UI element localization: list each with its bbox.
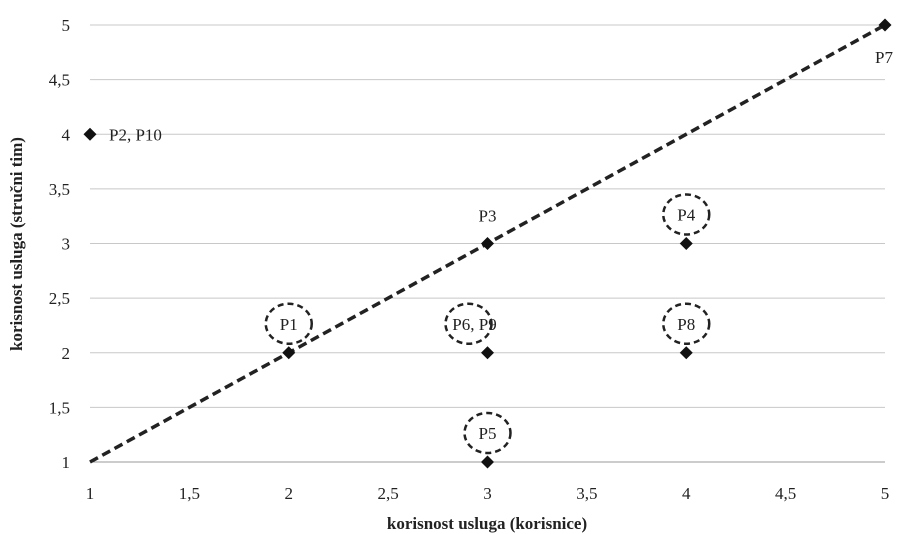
y-tick-label: 3 — [62, 235, 71, 254]
data-point-label: P6, P9 — [452, 315, 496, 334]
x-tick-label: 2,5 — [378, 484, 399, 503]
highlight-circle — [444, 302, 493, 345]
data-point-label: P2, P10 — [109, 125, 162, 144]
data-point-marker — [481, 237, 494, 250]
data-point-marker — [679, 237, 693, 250]
y-tick-label: 4,5 — [49, 71, 70, 90]
x-tick-label: 4,5 — [775, 484, 796, 503]
data-point-marker — [679, 346, 693, 360]
y-tick-label: 4 — [62, 125, 71, 144]
x-tick-label: 5 — [881, 484, 890, 503]
data-point-marker — [282, 346, 296, 360]
y-tick-label: 2,5 — [49, 289, 70, 308]
data-point-marker — [481, 455, 494, 469]
data-point-marker — [878, 18, 892, 32]
x-axis-title: korisnost usluga (korisnice) — [387, 514, 587, 533]
x-tick-label: 1 — [86, 484, 95, 503]
data-points: P1 P2, P10 P3 P4 P5 P6, P9 P7 P8 — [83, 18, 893, 469]
highlight-circle — [662, 302, 711, 345]
y-tick-label: 1 — [62, 453, 71, 472]
x-tick-label: 2 — [285, 484, 294, 503]
data-point-label: P1 — [280, 315, 298, 334]
data-point-label: P8 — [677, 315, 695, 334]
data-point-label: P4 — [677, 206, 695, 225]
x-tick-label: 4 — [682, 484, 691, 503]
gridlines — [90, 24, 885, 408]
y-tick-label: 3,5 — [49, 180, 70, 199]
highlight-circle — [662, 193, 711, 236]
y-axis-title: korisnost usluga (stručni tim) — [7, 137, 26, 351]
data-point-label: P7 — [875, 48, 893, 67]
x-tick-label: 3,5 — [576, 484, 597, 503]
data-point-label: P5 — [479, 424, 497, 443]
x-tick-label: 1,5 — [179, 484, 200, 503]
x-axis-ticks: 1 1,5 2 2,5 3 3,5 4 4,5 5 — [86, 484, 890, 503]
x-tick-label: 3 — [483, 484, 492, 503]
data-point-label: P3 — [479, 207, 497, 226]
y-axis-ticks: 1 1,5 2 2,5 3 3,5 4 4,5 5 — [49, 16, 71, 472]
y-tick-label: 2 — [62, 344, 71, 363]
highlight-circle — [264, 302, 313, 345]
y-tick-label: 5 — [62, 16, 71, 35]
data-point-marker — [83, 127, 97, 141]
data-point-marker — [481, 346, 494, 360]
y-tick-label: 1,5 — [49, 398, 70, 417]
highlight-circle — [463, 411, 512, 455]
